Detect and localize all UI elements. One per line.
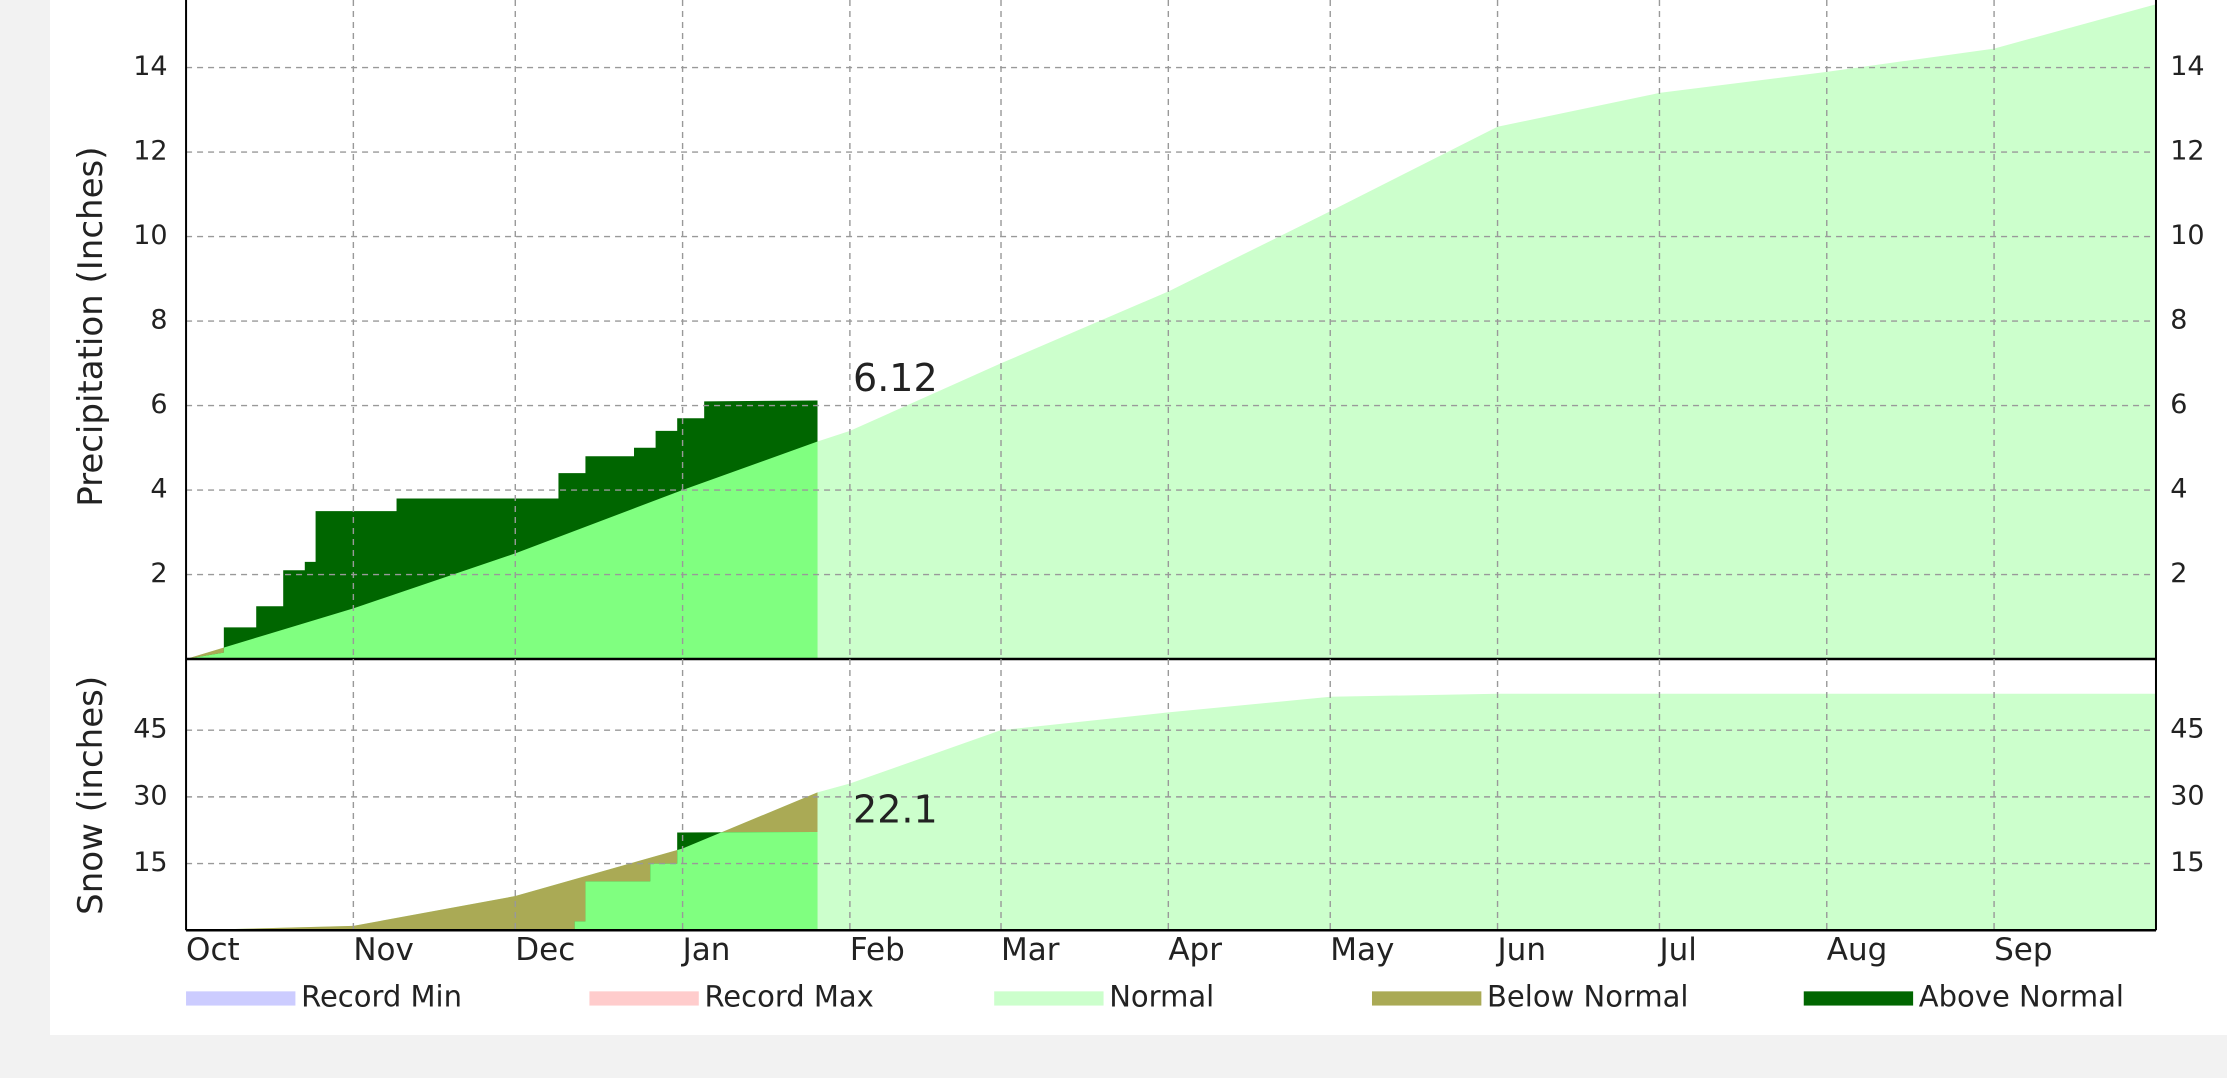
y-tick-label: 45 [133, 714, 167, 745]
legend-label: Record Max [704, 979, 873, 1013]
x-tick-label: Jun [1496, 932, 1546, 968]
y-tick-label: 10 [133, 220, 167, 251]
y-axis-label: Snow (inches) [71, 676, 111, 915]
y-axis-label: Precipitation (Inches) [71, 147, 111, 507]
y-tick-label: 30 [133, 780, 167, 811]
y2-tick-label: 8 [2170, 305, 2187, 336]
x-tick-label: Nov [353, 932, 414, 968]
y2-tick-label: 6 [2170, 389, 2187, 420]
x-tick-label: Apr [1168, 932, 1222, 968]
legend-item: Above Normal [1803, 979, 2124, 1013]
x-tick-label: Mar [1001, 932, 1060, 968]
value-annotation: 6.12 [853, 356, 938, 400]
legend-swatch [994, 991, 1104, 1006]
observed-normal-area [186, 400, 818, 660]
y-tick-label: 15 [133, 847, 167, 878]
legend-label: Above Normal [1919, 979, 2124, 1013]
x-tick-label: Oct [186, 932, 240, 968]
x-tick-label: May [1330, 932, 1394, 968]
legend-item: Record Max [589, 979, 874, 1013]
y-tick-label: 12 [133, 136, 167, 167]
y2-tick-label: 30 [2170, 780, 2204, 811]
legend-item: Normal [994, 979, 1214, 1013]
x-tick-label: Jan [681, 932, 731, 968]
x-tick-label: Sep [1994, 932, 2052, 968]
legend-swatch [589, 991, 699, 1006]
y2-tick-label: 2 [2170, 558, 2187, 589]
y2-tick-label: 14 [2170, 51, 2204, 82]
y-tick-label: 14 [133, 51, 167, 82]
y2-tick-label: 4 [2170, 474, 2187, 505]
value-annotation: 22.1 [853, 788, 938, 832]
x-tick-label: Feb [850, 932, 905, 968]
legend-swatch [1371, 991, 1482, 1006]
legend-swatch [1803, 991, 1914, 1006]
y-tick-label: 2 [150, 558, 167, 589]
legend-label: Normal [1109, 979, 1214, 1013]
x-tick-label: Aug [1827, 932, 1888, 968]
y-tick-label: 6 [150, 389, 167, 420]
y2-tick-label: 12 [2170, 136, 2204, 167]
legend-item: Below Normal [1371, 979, 1688, 1013]
y2-tick-label: 15 [2170, 847, 2204, 878]
legend-swatch [186, 991, 296, 1006]
observed-normal-area [186, 832, 818, 931]
y-tick-label: 4 [150, 474, 167, 505]
legend-label: Below Normal [1487, 979, 1688, 1013]
y2-tick-label: 10 [2170, 220, 2204, 251]
legend-label: Record Min [301, 979, 462, 1013]
y2-tick-label: 45 [2170, 714, 2204, 745]
x-tick-label: Dec [515, 932, 575, 968]
y-tick-label: 8 [150, 305, 167, 336]
x-tick-label: Jul [1657, 932, 1696, 968]
legend-item: Record Min [186, 979, 462, 1013]
